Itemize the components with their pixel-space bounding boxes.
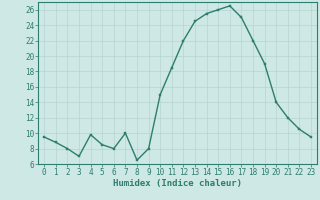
- X-axis label: Humidex (Indice chaleur): Humidex (Indice chaleur): [113, 179, 242, 188]
